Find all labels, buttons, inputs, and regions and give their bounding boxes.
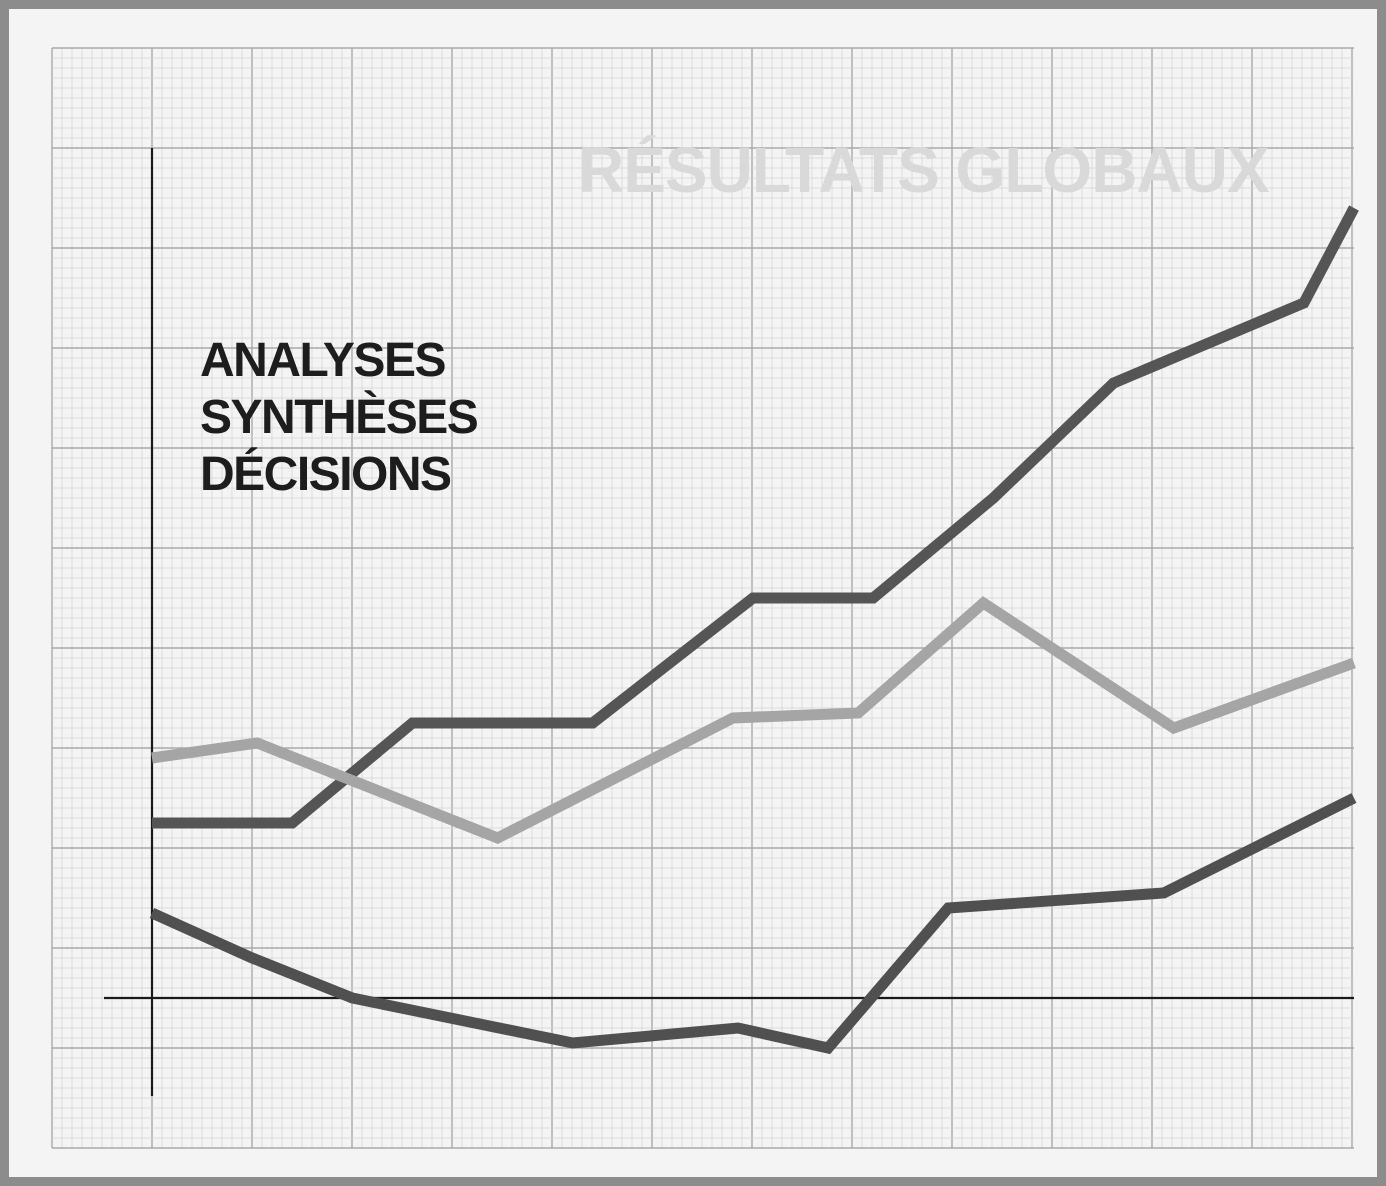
chart-title: RÉSULTATS GLOBAUX	[578, 134, 1270, 206]
headline: ANALYSES SYNTHÈSES DÉCISIONS	[200, 332, 479, 503]
graph-paper-grid	[51, 47, 1354, 1149]
series-line-3	[149, 793, 1357, 1055]
headline-line-decisions: DÉCISIONS	[200, 448, 452, 501]
chart-axes	[104, 148, 1354, 1096]
headline-line-syntheses: SYNTHÈSES	[200, 391, 479, 444]
series-line-1	[152, 205, 1359, 829]
headline-line-analyses: ANALYSES	[200, 334, 446, 387]
chart-series	[149, 205, 1359, 1055]
series-line-2	[151, 596, 1356, 845]
